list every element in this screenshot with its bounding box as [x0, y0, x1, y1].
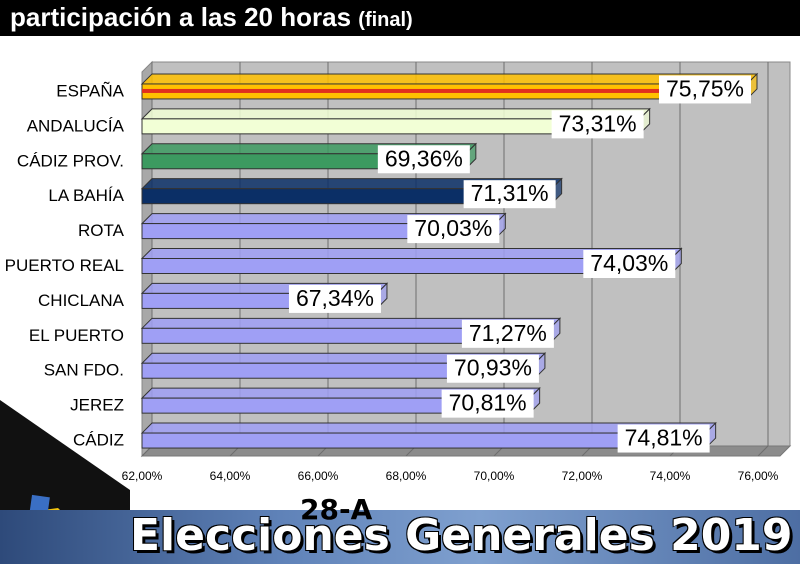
- data-label-box: [551, 110, 644, 139]
- data-label: 74,03%: [590, 250, 668, 276]
- x-tick-label: 70,00%: [474, 469, 515, 483]
- x-tick-label: 66,00%: [298, 469, 339, 483]
- data-label-box: [288, 284, 381, 313]
- category-label: SAN FDO.: [44, 361, 124, 380]
- data-label-box: [441, 389, 534, 418]
- footer-title: Elecciones Generales 2019: [130, 510, 793, 561]
- data-label: 71,31%: [471, 180, 549, 206]
- data-label: 70,93%: [454, 355, 532, 381]
- data-label-box: [407, 215, 500, 244]
- x-tick-label: 62,00%: [122, 469, 163, 483]
- data-label: 70,81%: [449, 390, 527, 416]
- data-label-box: [463, 180, 556, 209]
- gridline-floor: [757, 445, 769, 457]
- category-label: ESPAÑA: [56, 81, 124, 100]
- data-label: 73,31%: [559, 110, 637, 136]
- data-label: 75,75%: [666, 75, 744, 101]
- x-tick-label: 68,00%: [386, 469, 427, 483]
- data-label-box: [461, 319, 554, 348]
- data-label: 71,27%: [469, 320, 547, 346]
- data-label-box: [617, 424, 710, 453]
- bar-stripe: [142, 88, 747, 93]
- edition-label: 28-A: [300, 493, 373, 526]
- category-label: CÁDIZ: [73, 431, 124, 450]
- data-label-box: [583, 250, 676, 278]
- header-bar: participación a las 20 horas (final): [0, 0, 800, 36]
- chart-title: participación a las 20 horas: [10, 2, 352, 32]
- category-label: LA BAHÍA: [48, 186, 124, 205]
- category-label: ANDALUCÍA: [27, 116, 125, 135]
- header-title-tab: participación a las 20 horas (final): [0, 0, 431, 34]
- x-tick-label: 74,00%: [650, 469, 691, 483]
- x-tick-label: 76,00%: [738, 469, 779, 483]
- data-label: 74,81%: [625, 425, 703, 451]
- data-label-box: [659, 75, 751, 104]
- category-label: PUERTO REAL: [5, 256, 124, 275]
- data-label: 69,36%: [385, 145, 463, 171]
- x-tick-label: 64,00%: [210, 469, 251, 483]
- chart-subtitle: (final): [358, 9, 413, 31]
- data-label-box: [446, 354, 539, 383]
- data-label: 67,34%: [296, 285, 374, 311]
- footer-banner: [0, 510, 800, 564]
- data-label-box: [377, 145, 470, 174]
- x-tick-label: 72,00%: [562, 469, 603, 483]
- bar-chart: 62,00% 64,00% 66,00% 68,00% 70,00% 72,00% 74,0…: [5, 60, 792, 483]
- category-label: ROTA: [78, 221, 125, 240]
- category-label: EL PUERTO: [29, 326, 124, 345]
- chart-area: 62,00% 64,00% 66,00% 68,00% 70,00% 72,00% 74,0…: [0, 36, 800, 506]
- category-label: JEREZ: [70, 396, 124, 415]
- category-label: CÁDIZ PROV.: [17, 151, 124, 170]
- data-label: 70,03%: [414, 215, 492, 241]
- category-label: CHICLANA: [38, 291, 125, 310]
